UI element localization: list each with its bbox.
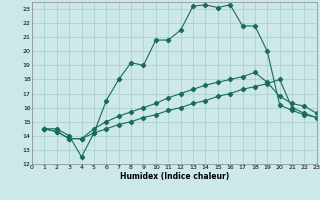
X-axis label: Humidex (Indice chaleur): Humidex (Indice chaleur) — [120, 172, 229, 181]
